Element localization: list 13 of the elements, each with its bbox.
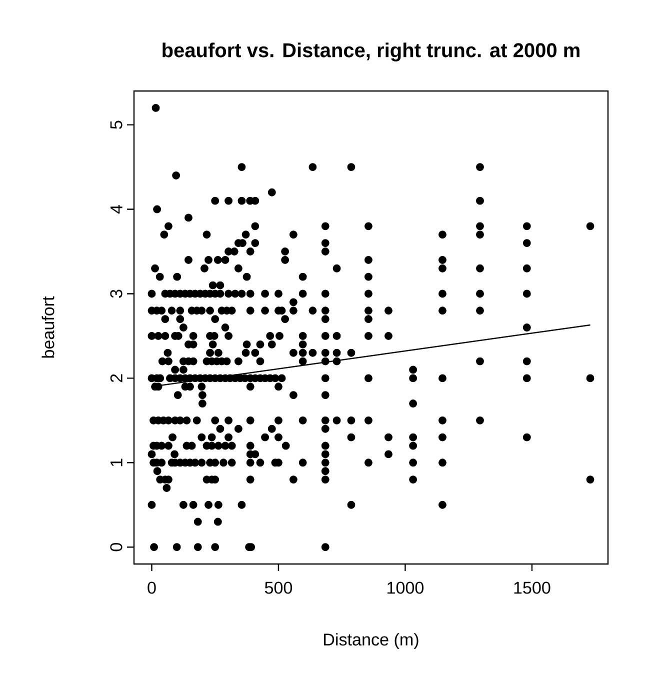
y-tick-label: 1 [110, 458, 122, 466]
y-tick-label: 4 [110, 205, 122, 214]
y-tick-label: 3 [110, 290, 122, 298]
x-tick-label: 1500 [514, 582, 550, 594]
chart-title: beaufort vs. Distance, right trunc. at 2000 m [162, 42, 580, 62]
x-tick-label: 0 [148, 582, 156, 594]
y-axis-title: beaufort [42, 296, 54, 358]
x-tick-label: 1000 [388, 582, 424, 594]
x-axis-title: Distance (m) [324, 633, 418, 649]
y-tick-label: 5 [110, 120, 122, 129]
y-tick-label: 0 [110, 543, 122, 552]
x-tick-label: 500 [264, 582, 292, 594]
y-tick-label: 2 [110, 374, 122, 382]
